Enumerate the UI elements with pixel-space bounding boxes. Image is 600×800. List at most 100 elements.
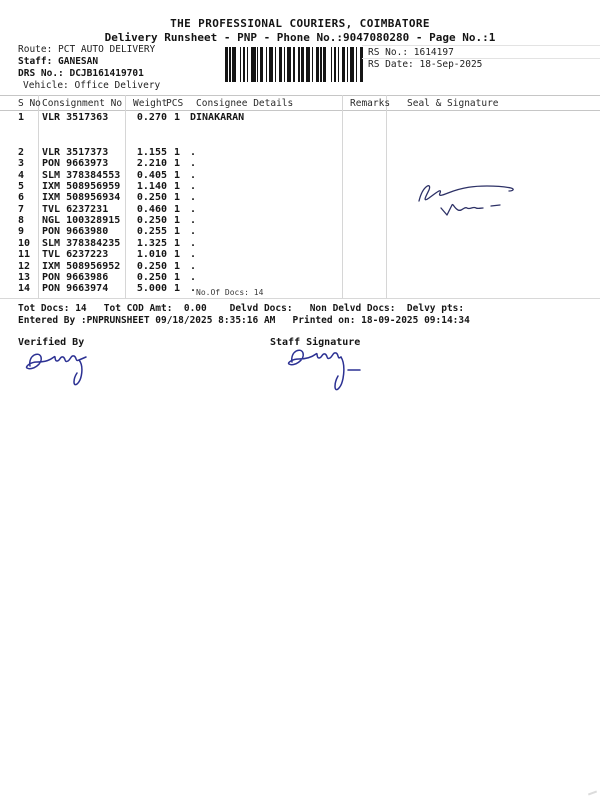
cell-wt: 0.250 xyxy=(136,271,167,283)
cell-cons: VLR 3517373 xyxy=(42,147,109,158)
cell-pcs: 1 xyxy=(173,181,180,193)
cell-pcs: 1 xyxy=(173,260,180,272)
consignment-row: 1 VLR 3517363 0.270 1 DINAKARAN xyxy=(0,112,600,124)
consignment-row: 5 IXM 508956959 1.140 1. xyxy=(0,181,600,193)
staff-line: Staff: GANESAN xyxy=(18,56,99,67)
cell-sno: 1 xyxy=(18,112,25,123)
cell-pcs: 1 xyxy=(173,283,180,295)
cell-cnee: . xyxy=(190,203,197,215)
cell-cnee: . xyxy=(190,271,197,283)
verified-by-signature xyxy=(25,353,87,386)
cell-cons: PON 9663980 xyxy=(42,226,109,238)
cell-sno: 7 xyxy=(18,203,25,215)
cell-pcs: 1 xyxy=(173,226,180,238)
cell-sno: 6 xyxy=(18,192,25,204)
cell-cnee: . xyxy=(190,260,197,272)
seal-signature xyxy=(418,185,514,216)
cell-cnee: . xyxy=(190,283,197,295)
cell-wt: 0.250 xyxy=(136,215,167,227)
staff-signature-label: Staff Signature xyxy=(270,337,361,348)
cell-cnee: . xyxy=(190,215,197,227)
rs-date: RS Date: 18-Sep-2025 xyxy=(368,59,483,70)
table-top-border xyxy=(0,95,600,96)
consignment-row: 7 TVL 6237231 0.460 1. xyxy=(0,204,600,216)
cell-pcs: 1 xyxy=(173,169,180,181)
cell-cnee: . xyxy=(190,237,197,249)
col-divider-remarks-right xyxy=(386,95,387,299)
cell-cnee: . xyxy=(190,181,197,193)
cell-wt: 5.000 xyxy=(136,283,167,295)
consignment-row: 2 VLR 3517373 1.155 1. xyxy=(0,147,600,159)
scan-speck xyxy=(587,790,598,796)
cell-sno: 8 xyxy=(18,215,25,227)
col-header-sno: S No xyxy=(18,98,41,109)
cell-cnee: . xyxy=(190,158,197,170)
runsheet-subtitle: Delivery Runsheet - PNP - Phone No.:9047… xyxy=(104,31,496,44)
drs-no-line: DRS No.: DCJB161419701 xyxy=(18,68,144,79)
col-divider-remarks-left xyxy=(342,95,343,299)
cell-wt: 1.325 xyxy=(136,237,167,249)
cell-wt: 1.140 xyxy=(136,181,167,193)
cell-sno: 12 xyxy=(18,260,31,272)
cell-pcs: 1 xyxy=(173,112,180,123)
cell-wt: 1.155 xyxy=(136,147,167,158)
totals-line: Tot Docs: 14 Tot COD Amt: 0.00 Delvd Doc… xyxy=(18,303,465,314)
cell-cons: IXM 508956959 xyxy=(42,181,121,193)
table-bottom-border xyxy=(0,298,600,299)
cell-wt: 0.255 xyxy=(136,226,167,238)
table-header-border xyxy=(0,110,600,111)
cell-cnee: . xyxy=(190,249,197,261)
vehicle-line: Vehicle: Office Delivery xyxy=(23,80,161,91)
cell-wt: 0.250 xyxy=(136,192,167,204)
cell-pcs: 1 xyxy=(173,203,180,215)
cell-sno: 13 xyxy=(18,271,31,283)
cell-sno: 5 xyxy=(18,181,25,193)
cell-sno: 3 xyxy=(18,158,25,170)
col-header-weight: Weight xyxy=(133,98,168,109)
cell-wt: 2.210 xyxy=(136,158,167,170)
cell-cons: PON 9663986 xyxy=(42,271,109,283)
cell-pcs: 1 xyxy=(173,192,180,204)
cell-pcs: 1 xyxy=(173,215,180,227)
cell-cons: SLM 378384235 xyxy=(42,237,121,249)
no-of-docs: No.Of Docs: 14 xyxy=(196,288,264,297)
consignment-row: 3 PON 9663973 2.210 1. xyxy=(0,158,600,170)
cell-cons: PON 9663973 xyxy=(42,158,109,170)
cell-sno: 10 xyxy=(18,237,31,249)
cell-cons: IXM 508956952 xyxy=(42,260,121,272)
col-header-consignee: Consignee Details xyxy=(196,98,294,109)
cell-cons: TVL 6237231 xyxy=(42,203,109,215)
col-header-consignment: Consignment No xyxy=(42,98,123,109)
col-header-remarks: Remarks xyxy=(350,98,391,109)
cell-cnee: . xyxy=(190,147,197,158)
rs-number: RS No.: 1614197 xyxy=(368,47,454,58)
consignment-row: 4 SLM 378384553 0.405 1. xyxy=(0,170,600,182)
consignment-row: 6 IXM 508956934 0.250 1. xyxy=(0,192,600,204)
cell-cnee: . xyxy=(190,169,197,181)
staff-signature-mark xyxy=(287,349,361,391)
cell-pcs: 1 xyxy=(173,249,180,261)
cell-cons: IXM 508956934 xyxy=(42,192,121,204)
consignment-row: 9 PON 9663980 0.255 1. xyxy=(0,226,600,238)
col-divider-sno xyxy=(38,95,39,299)
consignment-row: 11 TVL 6237223 1.010 1. xyxy=(0,249,600,261)
cell-sno: 2 xyxy=(18,147,25,158)
consignment-row: 13 PON 9663986 0.250 1. xyxy=(0,272,600,284)
route-line: Route: PCT AUTO DELIVERY xyxy=(18,44,156,55)
cell-sno: 4 xyxy=(18,169,25,181)
rs-box-line-top xyxy=(362,45,600,46)
cell-sno: 14 xyxy=(18,283,31,295)
cell-pcs: 1 xyxy=(173,271,180,283)
cell-wt: 1.010 xyxy=(136,249,167,261)
col-header-seal: Seal & Signature xyxy=(407,98,499,109)
cell-cnee: DINAKARAN xyxy=(190,112,245,123)
cell-cons: NGL 100328915 xyxy=(42,215,121,227)
cell-wt: 0.405 xyxy=(136,169,167,181)
cell-cons: TVL 6237223 xyxy=(42,249,109,261)
company-title: THE PROFESSIONAL COURIERS, COIMBATORE xyxy=(170,17,430,30)
consignment-row: 14 PON 9663974 5.000 1. xyxy=(0,283,600,295)
cell-wt: 0.250 xyxy=(136,260,167,272)
cell-pcs: 1 xyxy=(173,147,180,158)
cell-wt: 0.460 xyxy=(136,203,167,215)
